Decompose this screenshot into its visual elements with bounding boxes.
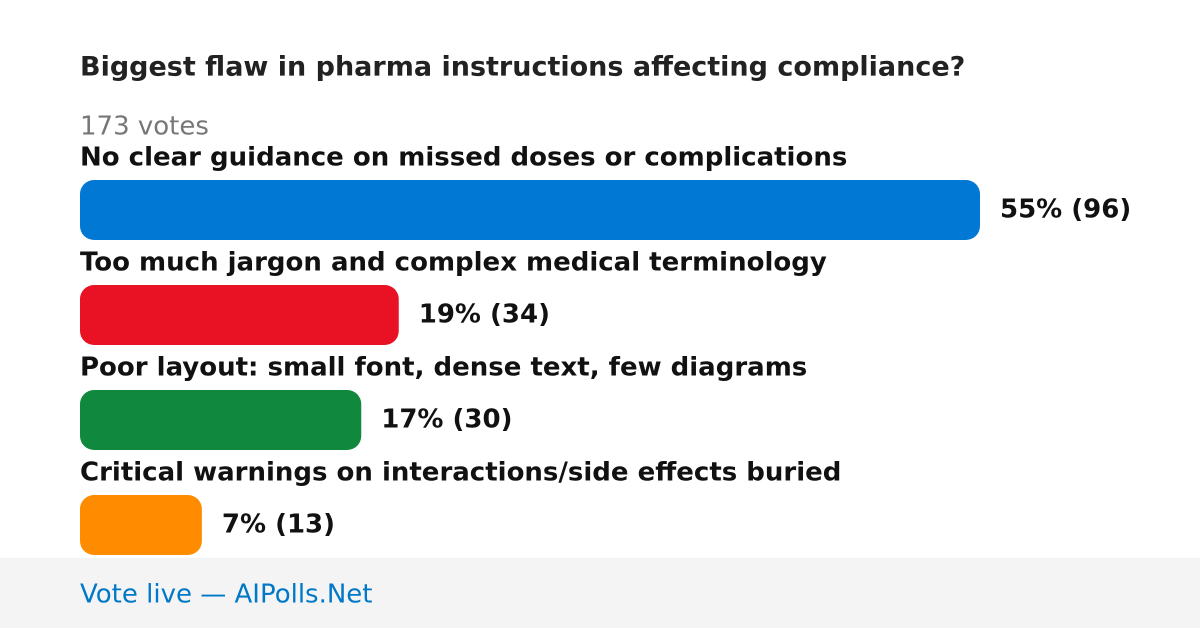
- option-label: Poor layout: small font, dense text, few…: [80, 353, 807, 383]
- chart-title: Biggest flaw in pharma instructions affe…: [80, 52, 965, 83]
- vote-count: 173 votes: [80, 112, 209, 142]
- option-label: Too much jargon and complex medical term…: [80, 248, 827, 278]
- bar: [80, 390, 362, 450]
- footer-link[interactable]: Vote live — AIPolls.Net: [80, 580, 373, 610]
- bar: [80, 495, 202, 555]
- bar: [80, 180, 980, 240]
- value-label: 19% (34): [419, 300, 550, 330]
- value-label: 7% (13): [222, 510, 335, 540]
- footer-bar: [0, 558, 1200, 628]
- option-label: Critical warnings on interactions/side e…: [80, 458, 841, 488]
- value-label: 55% (96): [1000, 195, 1131, 225]
- bar: [80, 285, 399, 345]
- option-label: No clear guidance on missed doses or com…: [80, 143, 847, 173]
- value-label: 17% (30): [381, 405, 512, 435]
